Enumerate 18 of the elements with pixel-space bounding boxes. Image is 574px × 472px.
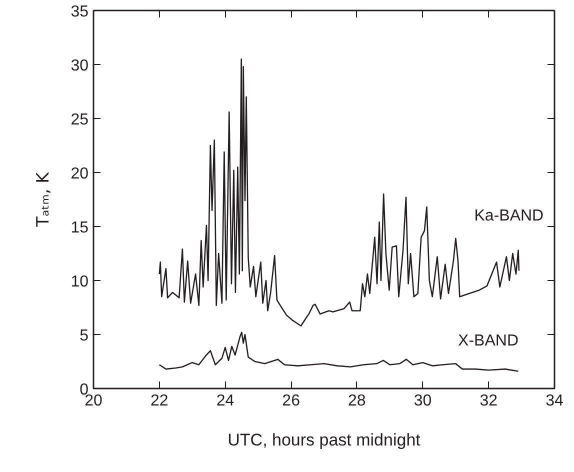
x-tick-label: 24	[216, 392, 234, 410]
legend-label: X-BAND	[458, 332, 519, 350]
y-axis-title: Tₐₜₘ, K	[34, 171, 54, 228]
y-tick-label: 30	[70, 58, 89, 74]
y-tick-label: 25	[70, 112, 89, 128]
x-tick-label: 32	[480, 392, 498, 410]
x-tick-label: 34	[546, 392, 564, 410]
x-tick-label: 22	[150, 392, 168, 410]
y-tick-label: 5	[80, 328, 89, 344]
x-tick-label: 28	[348, 392, 366, 410]
y-tick-label: 20	[70, 166, 89, 182]
legend-label: Ka-BAND	[474, 207, 544, 224]
x-axis-title: UTC, hours past midnight	[228, 430, 421, 450]
x-tick-label: 30	[414, 392, 432, 410]
y-tick-label: 35	[70, 4, 89, 20]
y-tick-label: 10	[70, 274, 89, 290]
y-tick-label: 15	[70, 220, 89, 236]
x-tick-label: 26	[282, 392, 300, 410]
